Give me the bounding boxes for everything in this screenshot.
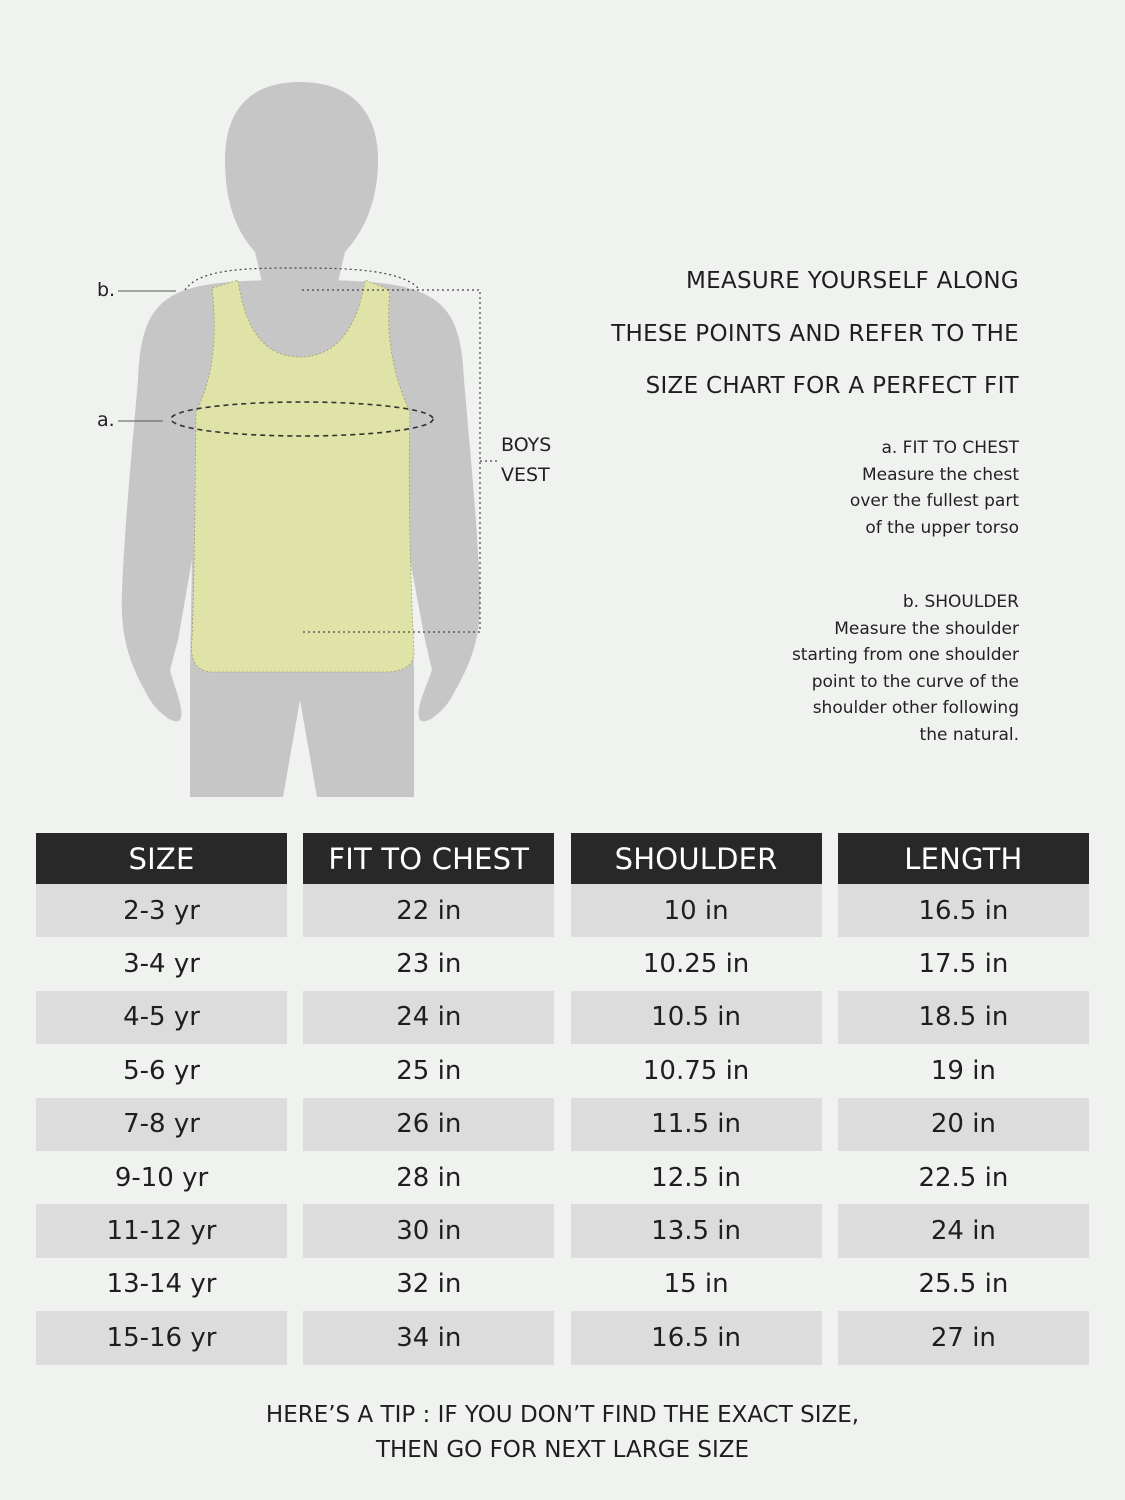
cell-shoulder: 12.5 in (651, 1162, 742, 1193)
note-title: b. SHOULDER (902, 592, 1019, 612)
cell-length: 17.5 in (918, 949, 1009, 980)
note-line: Measure the chest (861, 464, 1019, 485)
cell-fit-to-chest: 23 in (396, 949, 462, 980)
cell-size: 7-8 yr (36, 1097, 287, 1151)
cell-length: 16.5 in (837, 884, 1089, 938)
cell-length: 27 in (837, 1311, 1089, 1365)
cell-shoulder: 11.5 in (570, 1097, 822, 1151)
note-line: shoulder other following (812, 698, 1019, 718)
cell-size: 2-3 yr (36, 884, 287, 938)
table-row: 4-5 yr 24 in 10.5 in 18.5 in (36, 990, 1089, 1045)
cell-size: 4-5 yr (36, 990, 287, 1045)
boy-silhouette-illustration (118, 82, 498, 797)
tip-line: THEN GO FOR NEXT LARGE SIZE (375, 1437, 750, 1463)
table-row: 13-14 yr 32 in 15 in 25.5 in (36, 1258, 1089, 1311)
table-row: 2-3 yr 22 in 10 in 16.5 in (36, 884, 1089, 938)
cell-fit-to-chest: 26 in (303, 1097, 555, 1151)
cell-size: 9-10 yr (114, 1162, 209, 1193)
table-row: 3-4 yr 23 in 10.25 in 17.5 in (36, 937, 1089, 990)
table-row: 9-10 yr 28 in 12.5 in 22.5 in (36, 1151, 1089, 1204)
cell-length: 24 in (837, 1204, 1089, 1258)
vest-shape (191, 279, 415, 673)
note-line: starting from one shoulder (791, 645, 1019, 665)
table-body: 2-3 yr 22 in 10 in 16.5 in 3-4 yr 23 in 10.25 … (36, 884, 1089, 1365)
header-fit-to-chest: FIT TO CHEST (303, 833, 555, 884)
garment-label-line2: VEST (501, 464, 550, 486)
cell-fit-to-chest: 30 in (303, 1204, 555, 1258)
cell-fit-to-chest: 24 in (303, 990, 555, 1045)
cell-length: 22.5 in (918, 1162, 1009, 1193)
note-line: point to the curve of the (811, 671, 1019, 692)
cell-length: 20 in (837, 1097, 1089, 1151)
cell-shoulder: 10.25 in (642, 949, 750, 980)
note-line: over the fullest part (849, 491, 1019, 511)
note-shoulder: b. SHOULDER Measure the shoulder startin… (792, 589, 1019, 748)
cell-shoulder: 16.5 in (570, 1311, 822, 1365)
cell-size: 13-14 yr (106, 1269, 217, 1300)
cell-fit-to-chest: 25 in (396, 1055, 462, 1086)
header-shoulder: SHOULDER (570, 833, 822, 884)
cell-size: 3-4 yr (123, 949, 200, 980)
note-title: a. FIT TO CHEST (881, 438, 1019, 458)
tip-line: HERE’S A TIP : IF YOU DON’T FIND THE EXA… (265, 1402, 860, 1428)
cell-shoulder: 15 in (663, 1269, 729, 1300)
note-line: of the upper torso (865, 517, 1019, 538)
cell-length: 19 in (930, 1055, 996, 1086)
table-row: 15-16 yr 34 in 16.5 in 27 in (36, 1311, 1089, 1365)
intro-line: THESE POINTS AND REFER TO THE (611, 320, 1019, 347)
cell-shoulder: 10.75 in (642, 1055, 750, 1086)
intro-line: SIZE CHART FOR A PERFECT FIT (645, 373, 1019, 399)
cell-fit-to-chest: 22 in (303, 884, 555, 938)
cell-fit-to-chest: 28 in (396, 1162, 462, 1193)
size-chart-table: SIZE FIT TO CHEST SHOULDER LENGTH 2-3 yr… (36, 833, 1089, 1365)
cell-shoulder: 10.5 in (570, 990, 822, 1045)
intro-line: MEASURE YOURSELF ALONG (685, 268, 1019, 294)
cell-size: 15-16 yr (36, 1311, 287, 1365)
header-length: LENGTH (837, 833, 1089, 884)
label-b-shoulder: b. (97, 279, 116, 301)
header-size: SIZE (36, 833, 287, 884)
intro-text: MEASURE YOURSELF ALONG THESE POINTS AND … (611, 255, 1019, 413)
cell-size: 11-12 yr (36, 1204, 287, 1258)
cell-shoulder: 10 in (570, 884, 822, 938)
table-header: SIZE FIT TO CHEST SHOULDER LENGTH (36, 833, 1089, 884)
cell-fit-to-chest: 32 in (396, 1269, 462, 1300)
table-row: 11-12 yr 30 in 13.5 in 24 in (36, 1204, 1089, 1258)
garment-label-line1: BOYS (501, 434, 552, 456)
table-row: 5-6 yr 25 in 10.75 in 19 in (36, 1044, 1089, 1097)
note-line: Measure the shoulder (834, 618, 1019, 639)
cell-length: 18.5 in (837, 990, 1089, 1045)
cell-shoulder: 13.5 in (570, 1204, 822, 1258)
note-chest: a. FIT TO CHEST Measure the chest over t… (850, 435, 1019, 541)
measurement-diagram: b. a. BOYS VEST (0, 0, 600, 800)
cell-length: 25.5 in (918, 1269, 1009, 1300)
table-row: 7-8 yr 26 in 11.5 in 20 in (36, 1097, 1089, 1151)
label-a-chest: a. (97, 409, 115, 431)
note-line: the natural. (919, 724, 1019, 745)
cell-fit-to-chest: 34 in (303, 1311, 555, 1365)
tip-text: HERE’S A TIP : IF YOU DON’T FIND THE EXA… (0, 1398, 1125, 1468)
cell-size: 5-6 yr (123, 1055, 200, 1086)
